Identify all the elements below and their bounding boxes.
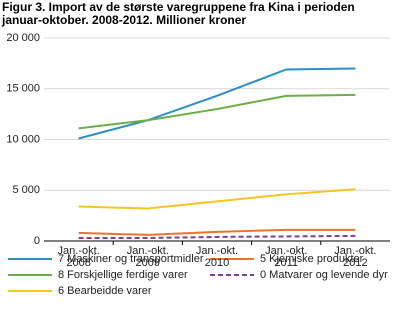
series-line <box>78 228 356 236</box>
y-tick-label: 0 <box>34 235 40 247</box>
x-tick-label: Jan.-okt. 2012 <box>334 245 377 269</box>
series-line <box>78 234 356 239</box>
y-tick-label: 10 000 <box>6 133 40 145</box>
x-tick-label: Jan.-okt. 2009 <box>126 245 169 269</box>
legend-label: 7 Maskiner og transportmidler <box>58 253 204 265</box>
legend-label: 0 Matvarer og levende dyr <box>260 269 388 281</box>
y-tick-label: 15 000 <box>6 83 40 95</box>
legend-label: 8 Forskjellige ferdige varer <box>58 269 188 281</box>
x-tick-label: Jan.-okt. 2010 <box>195 245 239 269</box>
series-line <box>78 93 356 130</box>
series-line <box>78 188 356 210</box>
y-tick-label: 5 000 <box>12 184 40 196</box>
x-tick-label: Jan.-okt. 2008 <box>57 245 100 269</box>
legend-label: 6 Bearbeidde varer <box>58 285 152 297</box>
series-line <box>78 67 356 140</box>
y-tick-label: 20 000 <box>6 32 40 44</box>
x-tick-label: Jan.-okt. 2011 <box>265 245 308 269</box>
chart-title: Figur 3. Import av de største varegruppe… <box>2 0 355 27</box>
legend-label: 5 Kjemiske produkter <box>260 253 364 265</box>
